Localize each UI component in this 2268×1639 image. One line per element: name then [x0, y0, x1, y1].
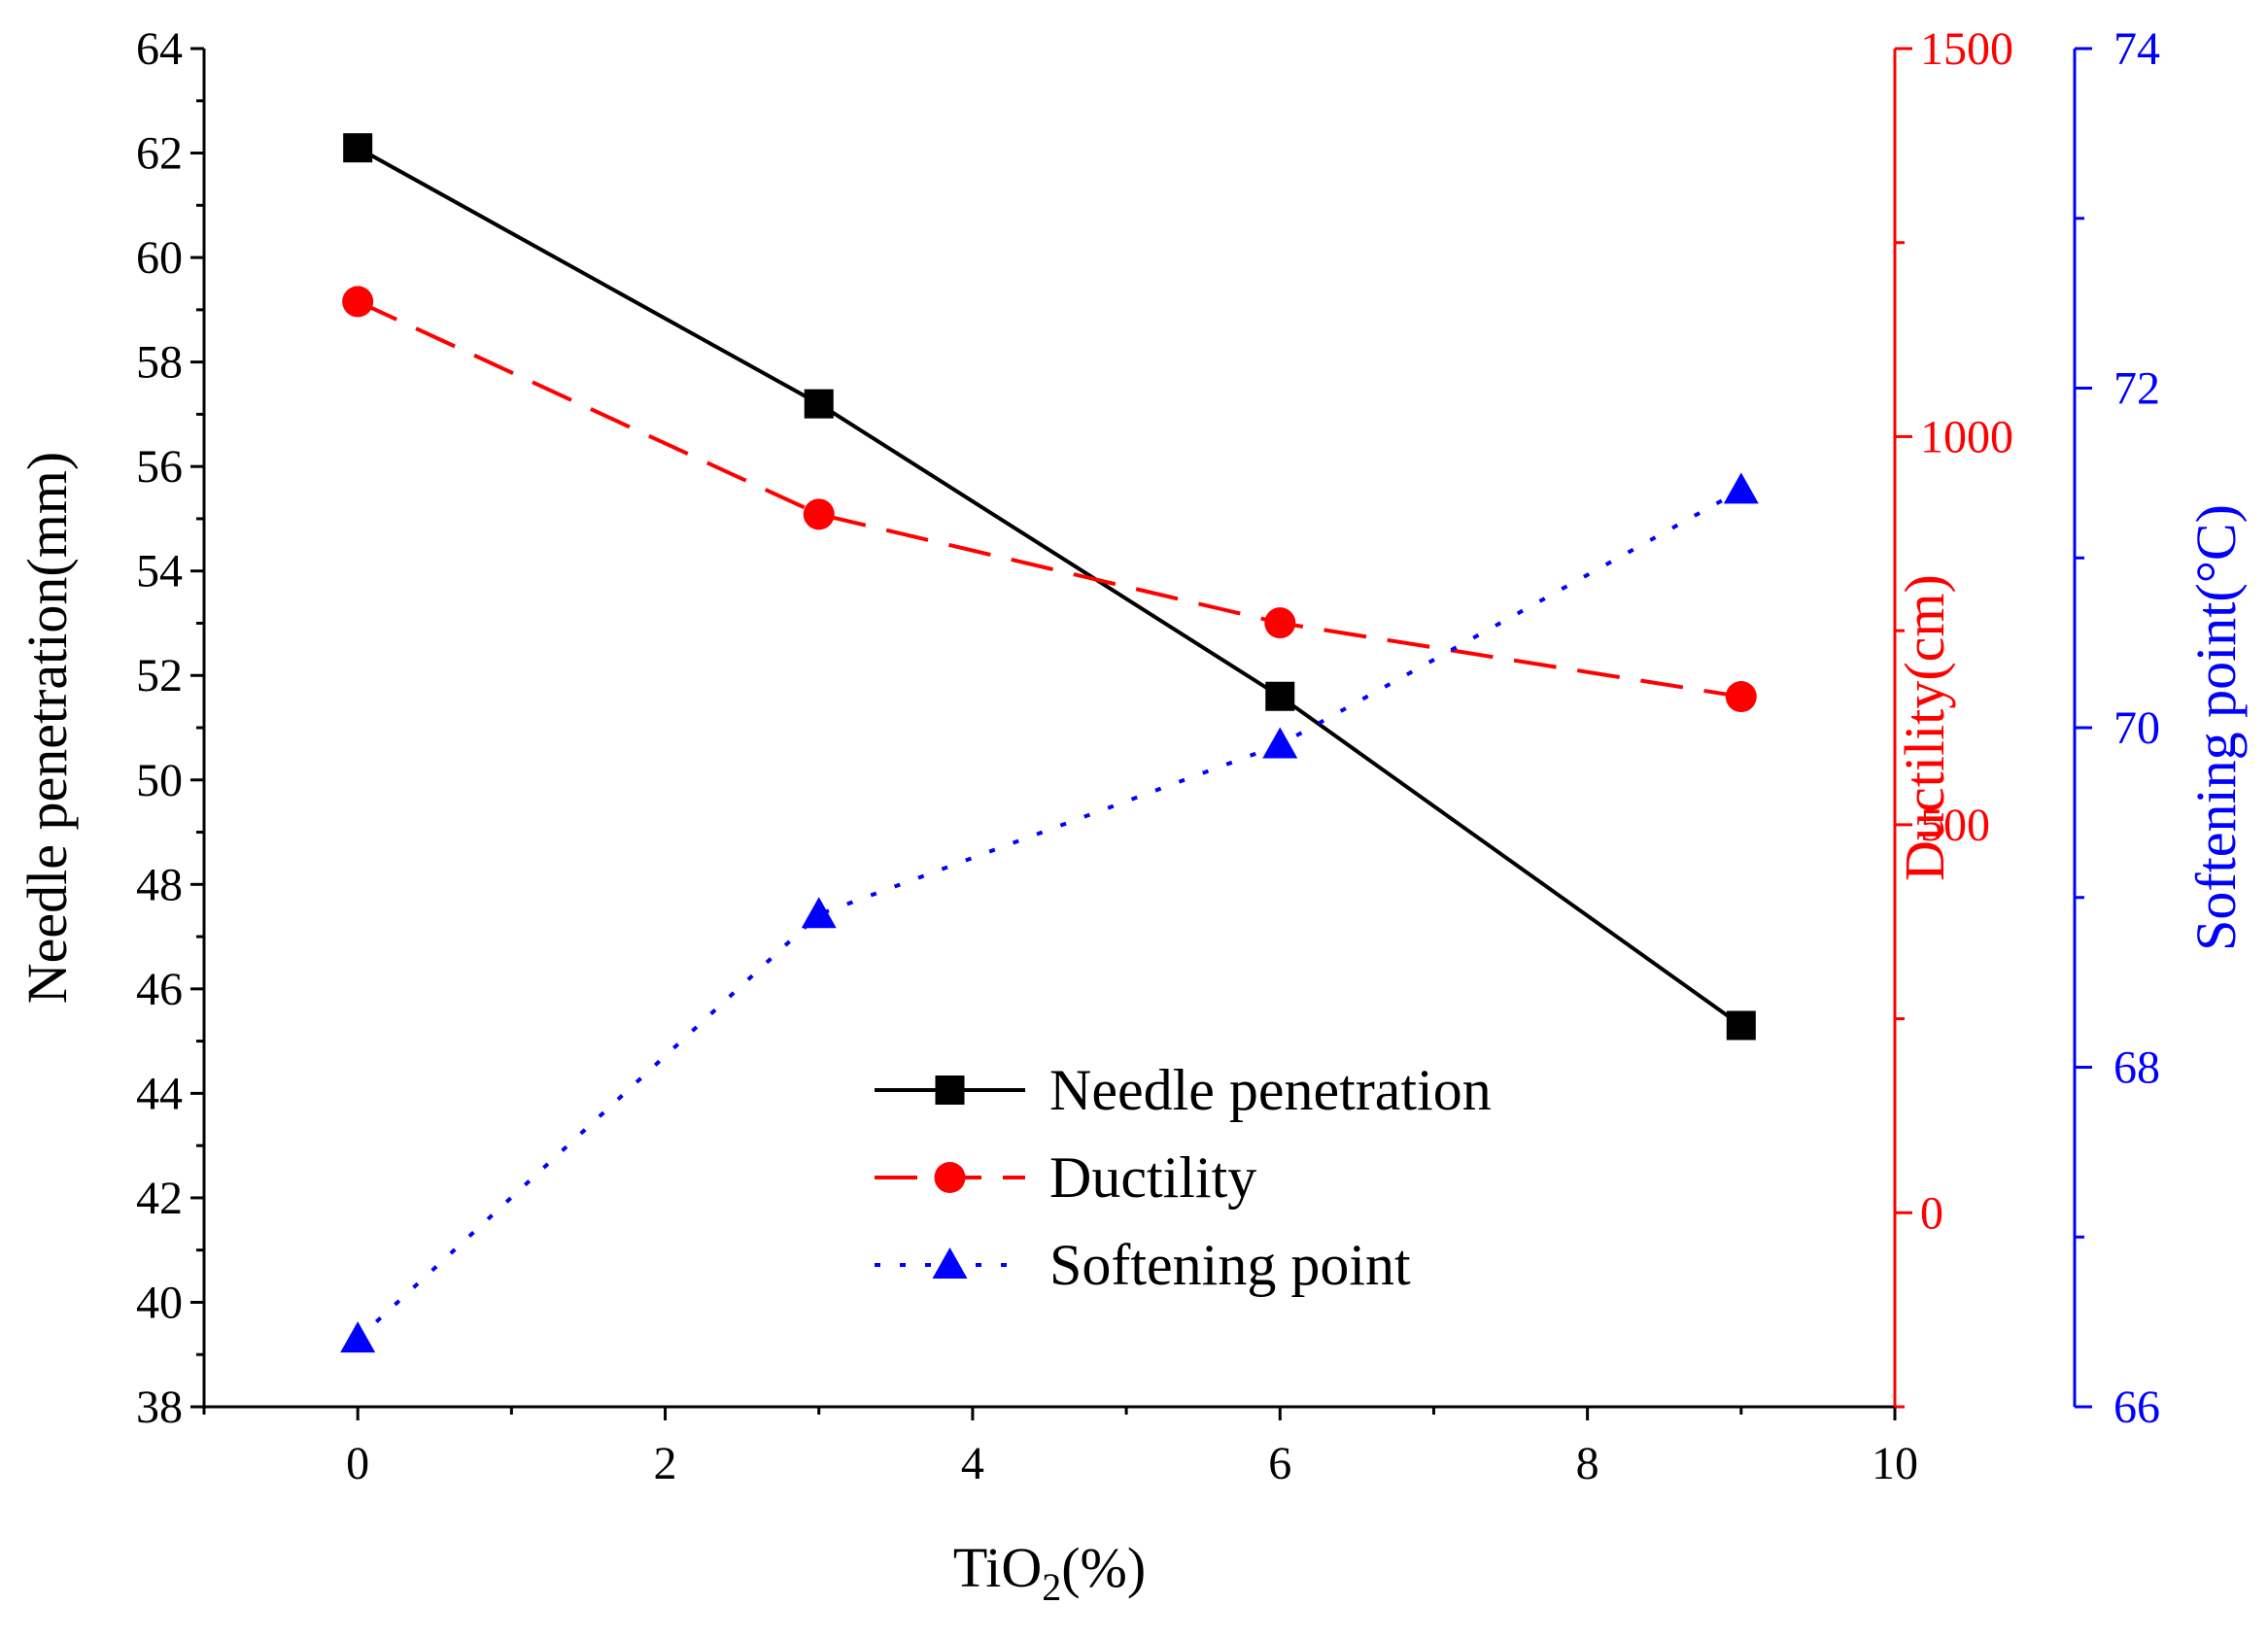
- x-tick-label: 2: [654, 1438, 677, 1489]
- data-point-needle-penetration: [804, 389, 834, 419]
- data-point-ductility: [803, 498, 835, 530]
- x-axis-title: TiO2(%): [953, 1536, 1146, 1609]
- x-tick-label: 0: [346, 1438, 369, 1489]
- x-axis-title-main: TiO: [953, 1536, 1042, 1599]
- series-line-softening-point: [356, 488, 1742, 1341]
- data-point-softening-point: [801, 897, 837, 929]
- y-left-tick-label: 52: [136, 650, 183, 701]
- legend: Needle penetration Ductility Softening poi…: [875, 1058, 1492, 1297]
- data-point-ductility: [1264, 607, 1296, 639]
- legend-label-ductility: Ductility: [1049, 1145, 1256, 1210]
- y-left-tick-label: 46: [136, 964, 183, 1015]
- data-point-softening-point: [1723, 472, 1759, 504]
- legend-marker-ductility: [934, 1162, 966, 1193]
- data-point-ductility: [1725, 681, 1757, 713]
- legend-label-softening-point: Softening point: [1049, 1233, 1411, 1297]
- legend-marker-needle-penetration: [935, 1076, 965, 1105]
- y-softening-tick-label: 66: [2113, 1382, 2160, 1433]
- x-axis-title-subscript: 2: [1042, 1565, 1061, 1609]
- y-left-axis-title: Needle penetration(mm): [16, 452, 79, 1004]
- y-softening-axis-title: Softening point(°C): [2184, 504, 2248, 951]
- data-point-needle-penetration: [1726, 1010, 1756, 1041]
- data-point-ductility: [342, 286, 374, 318]
- x-axis-title-suffix: (%): [1061, 1536, 1146, 1599]
- y-left-tick-label: 62: [136, 128, 183, 180]
- x-tick-label: 10: [1872, 1438, 1918, 1489]
- y-ductility-tick-label: 1000: [1920, 411, 2013, 462]
- data-point-needle-penetration: [343, 133, 373, 163]
- series-layer: [340, 133, 1759, 1353]
- y-left-tick-label: 40: [136, 1277, 183, 1328]
- y-left-tick-label: 48: [136, 859, 183, 910]
- y-left-tick-label: 64: [136, 23, 183, 75]
- y-softening-tick-label: 68: [2113, 1042, 2160, 1094]
- series-line-ductility: [357, 299, 1742, 700]
- y-left-tick-label: 58: [136, 337, 183, 389]
- data-point-softening-point: [340, 1321, 376, 1353]
- y-left-tick-label: 54: [136, 546, 183, 598]
- y-left-tick-label: 38: [136, 1382, 183, 1433]
- x-tick-label: 8: [1576, 1438, 1599, 1489]
- y-softening-tick-label: 72: [2113, 363, 2160, 415]
- data-point-softening-point: [1262, 727, 1298, 759]
- y-left-tick-label: 44: [136, 1068, 183, 1119]
- y-left-tick-label: 56: [136, 441, 183, 493]
- legend-marker-softening-point: [932, 1247, 968, 1279]
- y-ductility-axis-title: Ductility(cm): [1893, 574, 1956, 881]
- y-softening-tick-label: 70: [2113, 702, 2160, 754]
- y-ductility-tick-label: 1500: [1920, 23, 2013, 75]
- data-point-needle-penetration: [1265, 681, 1295, 711]
- y-left-tick-label: 50: [136, 755, 183, 806]
- y-left-tick-label: 60: [136, 232, 183, 284]
- y-ductility-tick-label: 500: [1920, 800, 1990, 851]
- x-tick-label: 4: [961, 1438, 984, 1489]
- x-tick-label: 6: [1268, 1438, 1291, 1489]
- y-softening-tick-label: 74: [2113, 23, 2160, 75]
- series-line-needle-penetration: [357, 146, 1742, 1028]
- y-left-tick-label: 42: [136, 1173, 183, 1224]
- y-ductility-tick-label: 0: [1920, 1187, 1943, 1239]
- legend-label-needle-penetration: Needle penetration: [1049, 1058, 1492, 1122]
